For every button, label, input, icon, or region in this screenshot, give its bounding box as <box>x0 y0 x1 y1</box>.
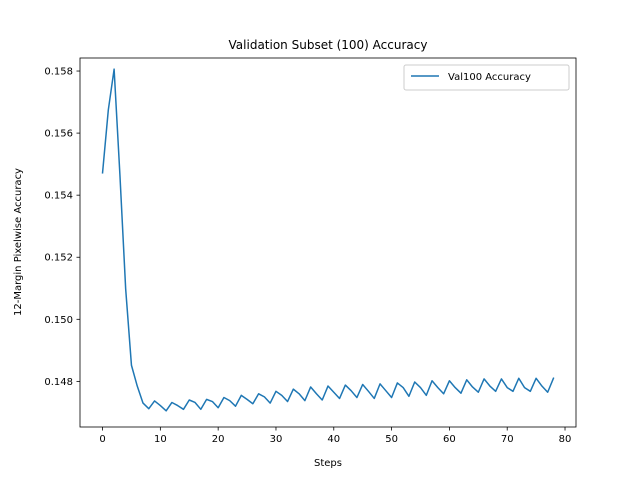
y-tick-label: 0.158 <box>44 67 73 78</box>
x-tick-label: 70 <box>501 434 514 445</box>
x-tick-label: 80 <box>559 434 572 445</box>
y-tick-label: 0.152 <box>44 253 73 264</box>
x-tick-label: 30 <box>270 434 283 445</box>
legend-label: Val100 Accuracy <box>448 72 531 83</box>
x-tick-label: 10 <box>154 434 167 445</box>
x-tick-label: 60 <box>443 434 456 445</box>
x-tick-label: 0 <box>99 434 105 445</box>
series-line-val100-accuracy <box>101 68 555 412</box>
legend: Val100 Accuracy <box>403 64 570 91</box>
chart-title: Validation Subset (100) Accuracy <box>229 38 428 52</box>
plot-frame <box>79 57 577 428</box>
y-tick-label: 0.148 <box>44 377 73 388</box>
y-tick-label: 0.150 <box>44 315 73 326</box>
x-axis-ticks: 0 10 20 30 40 50 60 70 80 <box>99 427 571 445</box>
y-axis-label: 12-Margin Pixelwise Accuracy <box>13 168 24 316</box>
x-tick-label: 40 <box>327 434 340 445</box>
x-tick-label: 20 <box>212 434 225 445</box>
x-tick-label: 50 <box>385 434 398 445</box>
x-axis-label: Steps <box>314 458 342 469</box>
y-axis-ticks: 0.148 0.150 0.152 0.154 0.156 0.158 <box>44 67 80 388</box>
legend-box <box>403 64 570 91</box>
y-tick-label: 0.154 <box>44 191 73 202</box>
y-tick-label: 0.156 <box>44 129 73 140</box>
